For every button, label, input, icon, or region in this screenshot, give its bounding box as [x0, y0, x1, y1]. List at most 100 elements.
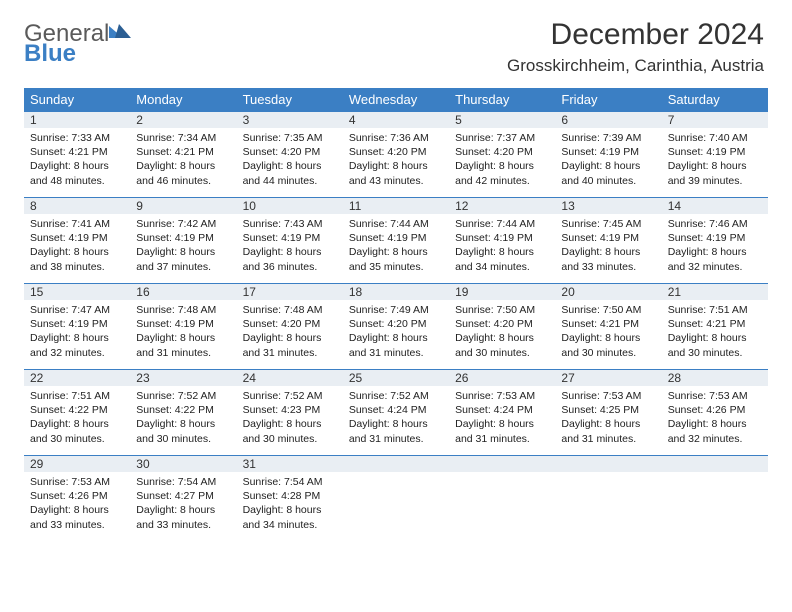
sunset-line: Sunset: 4:19 PM [243, 231, 337, 245]
day-number: 29 [24, 456, 130, 472]
day1-line: Daylight: 8 hours [30, 245, 124, 259]
day-body: Sunrise: 7:53 AMSunset: 4:25 PMDaylight:… [555, 386, 661, 450]
day-number: 1 [24, 112, 130, 128]
day1-line: Daylight: 8 hours [349, 159, 443, 173]
day2-line: and 37 minutes. [136, 260, 230, 274]
day2-line: and 36 minutes. [243, 260, 337, 274]
day-cell: 25Sunrise: 7:52 AMSunset: 4:24 PMDayligh… [343, 370, 449, 456]
day1-line: Daylight: 8 hours [30, 331, 124, 345]
sunrise-line: Sunrise: 7:39 AM [561, 131, 655, 145]
day-number: 18 [343, 284, 449, 300]
location: Grosskirchheim, Carinthia, Austria [24, 56, 764, 76]
day-cell: 12Sunrise: 7:44 AMSunset: 4:19 PMDayligh… [449, 198, 555, 284]
day-body: Sunrise: 7:34 AMSunset: 4:21 PMDaylight:… [130, 128, 236, 192]
day-body: Sunrise: 7:35 AMSunset: 4:20 PMDaylight:… [237, 128, 343, 192]
day-cell: 13Sunrise: 7:45 AMSunset: 4:19 PMDayligh… [555, 198, 661, 284]
day-number: 15 [24, 284, 130, 300]
sunset-line: Sunset: 4:19 PM [668, 145, 762, 159]
day-number: 12 [449, 198, 555, 214]
day2-line: and 42 minutes. [455, 174, 549, 188]
day-number: 25 [343, 370, 449, 386]
sunrise-line: Sunrise: 7:46 AM [668, 217, 762, 231]
col-friday: Friday [555, 88, 661, 112]
day2-line: and 30 minutes. [136, 432, 230, 446]
sunrise-line: Sunrise: 7:37 AM [455, 131, 549, 145]
sunrise-line: Sunrise: 7:48 AM [243, 303, 337, 317]
day-cell: 26Sunrise: 7:53 AMSunset: 4:24 PMDayligh… [449, 370, 555, 456]
sunrise-line: Sunrise: 7:54 AM [136, 475, 230, 489]
day-body: Sunrise: 7:46 AMSunset: 4:19 PMDaylight:… [662, 214, 768, 278]
day-cell [343, 456, 449, 542]
day-number: 21 [662, 284, 768, 300]
sunrise-line: Sunrise: 7:40 AM [668, 131, 762, 145]
sunrise-line: Sunrise: 7:50 AM [561, 303, 655, 317]
day-body: Sunrise: 7:53 AMSunset: 4:24 PMDaylight:… [449, 386, 555, 450]
sunrise-line: Sunrise: 7:35 AM [243, 131, 337, 145]
sunset-line: Sunset: 4:21 PM [561, 317, 655, 331]
sunrise-line: Sunrise: 7:54 AM [243, 475, 337, 489]
day-number-bar [343, 456, 449, 472]
day-cell: 30Sunrise: 7:54 AMSunset: 4:27 PMDayligh… [130, 456, 236, 542]
day-body: Sunrise: 7:43 AMSunset: 4:19 PMDaylight:… [237, 214, 343, 278]
day-number: 24 [237, 370, 343, 386]
day1-line: Daylight: 8 hours [561, 159, 655, 173]
day-header-row: Sunday Monday Tuesday Wednesday Thursday… [24, 88, 768, 112]
logo-triangle-icon [109, 22, 131, 43]
sunset-line: Sunset: 4:19 PM [349, 231, 443, 245]
day1-line: Daylight: 8 hours [30, 159, 124, 173]
day-body: Sunrise: 7:33 AMSunset: 4:21 PMDaylight:… [24, 128, 130, 192]
col-wednesday: Wednesday [343, 88, 449, 112]
day-cell: 18Sunrise: 7:49 AMSunset: 4:20 PMDayligh… [343, 284, 449, 370]
day2-line: and 30 minutes. [561, 346, 655, 360]
week-row: 22Sunrise: 7:51 AMSunset: 4:22 PMDayligh… [24, 370, 768, 456]
day2-line: and 33 minutes. [561, 260, 655, 274]
day2-line: and 30 minutes. [243, 432, 337, 446]
day2-line: and 30 minutes. [455, 346, 549, 360]
day-body: Sunrise: 7:53 AMSunset: 4:26 PMDaylight:… [24, 472, 130, 536]
day2-line: and 35 minutes. [349, 260, 443, 274]
day-number: 30 [130, 456, 236, 472]
sunset-line: Sunset: 4:22 PM [136, 403, 230, 417]
title-block: December 2024 Grosskirchheim, Carinthia,… [24, 18, 768, 76]
day-cell: 7Sunrise: 7:40 AMSunset: 4:19 PMDaylight… [662, 112, 768, 198]
day-body: Sunrise: 7:45 AMSunset: 4:19 PMDaylight:… [555, 214, 661, 278]
day-body: Sunrise: 7:42 AMSunset: 4:19 PMDaylight:… [130, 214, 236, 278]
day2-line: and 31 minutes. [136, 346, 230, 360]
day1-line: Daylight: 8 hours [136, 503, 230, 517]
day-body: Sunrise: 7:51 AMSunset: 4:21 PMDaylight:… [662, 300, 768, 364]
day-number: 28 [662, 370, 768, 386]
sunrise-line: Sunrise: 7:49 AM [349, 303, 443, 317]
day1-line: Daylight: 8 hours [455, 159, 549, 173]
day-number: 17 [237, 284, 343, 300]
day-cell: 28Sunrise: 7:53 AMSunset: 4:26 PMDayligh… [662, 370, 768, 456]
sunrise-line: Sunrise: 7:51 AM [668, 303, 762, 317]
day2-line: and 40 minutes. [561, 174, 655, 188]
day-cell: 17Sunrise: 7:48 AMSunset: 4:20 PMDayligh… [237, 284, 343, 370]
sunrise-line: Sunrise: 7:47 AM [30, 303, 124, 317]
day2-line: and 31 minutes. [455, 432, 549, 446]
day-body: Sunrise: 7:54 AMSunset: 4:27 PMDaylight:… [130, 472, 236, 536]
day2-line: and 34 minutes. [243, 518, 337, 532]
day2-line: and 30 minutes. [30, 432, 124, 446]
day-body: Sunrise: 7:49 AMSunset: 4:20 PMDaylight:… [343, 300, 449, 364]
sunset-line: Sunset: 4:23 PM [243, 403, 337, 417]
col-tuesday: Tuesday [237, 88, 343, 112]
day-cell: 14Sunrise: 7:46 AMSunset: 4:19 PMDayligh… [662, 198, 768, 284]
day-number: 7 [662, 112, 768, 128]
day-body: Sunrise: 7:52 AMSunset: 4:24 PMDaylight:… [343, 386, 449, 450]
day-body: Sunrise: 7:40 AMSunset: 4:19 PMDaylight:… [662, 128, 768, 192]
day-body: Sunrise: 7:44 AMSunset: 4:19 PMDaylight:… [343, 214, 449, 278]
sunrise-line: Sunrise: 7:50 AM [455, 303, 549, 317]
week-row: 15Sunrise: 7:47 AMSunset: 4:19 PMDayligh… [24, 284, 768, 370]
day1-line: Daylight: 8 hours [668, 331, 762, 345]
day1-line: Daylight: 8 hours [243, 159, 337, 173]
logo: General Blue [24, 22, 131, 66]
day2-line: and 46 minutes. [136, 174, 230, 188]
day-cell: 11Sunrise: 7:44 AMSunset: 4:19 PMDayligh… [343, 198, 449, 284]
day2-line: and 34 minutes. [455, 260, 549, 274]
sunrise-line: Sunrise: 7:42 AM [136, 217, 230, 231]
day-cell: 15Sunrise: 7:47 AMSunset: 4:19 PMDayligh… [24, 284, 130, 370]
day-cell [555, 456, 661, 542]
day1-line: Daylight: 8 hours [136, 245, 230, 259]
day-cell [449, 456, 555, 542]
